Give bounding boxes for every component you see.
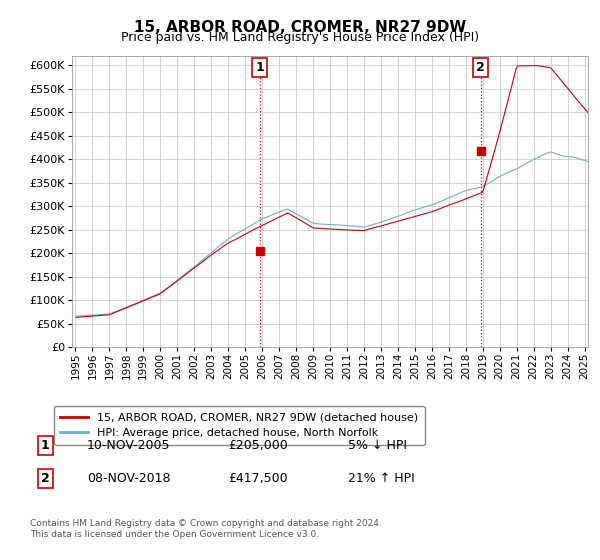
Text: 15, ARBOR ROAD, CROMER, NR27 9DW: 15, ARBOR ROAD, CROMER, NR27 9DW: [134, 20, 466, 35]
Text: Price paid vs. HM Land Registry's House Price Index (HPI): Price paid vs. HM Land Registry's House …: [121, 31, 479, 44]
Text: 2: 2: [476, 61, 485, 74]
Text: 21% ↑ HPI: 21% ↑ HPI: [348, 472, 415, 486]
Text: 10-NOV-2005: 10-NOV-2005: [87, 438, 170, 452]
Text: Contains HM Land Registry data © Crown copyright and database right 2024.
This d: Contains HM Land Registry data © Crown c…: [30, 520, 382, 539]
Legend: 15, ARBOR ROAD, CROMER, NR27 9DW (detached house), HPI: Average price, detached : 15, ARBOR ROAD, CROMER, NR27 9DW (detach…: [53, 406, 425, 445]
Text: 08-NOV-2018: 08-NOV-2018: [87, 472, 170, 486]
Text: £205,000: £205,000: [228, 438, 288, 452]
Text: 5% ↓ HPI: 5% ↓ HPI: [348, 438, 407, 452]
Text: 2: 2: [41, 472, 49, 486]
Text: 1: 1: [256, 61, 265, 74]
Text: £417,500: £417,500: [228, 472, 287, 486]
Text: 1: 1: [41, 438, 49, 452]
